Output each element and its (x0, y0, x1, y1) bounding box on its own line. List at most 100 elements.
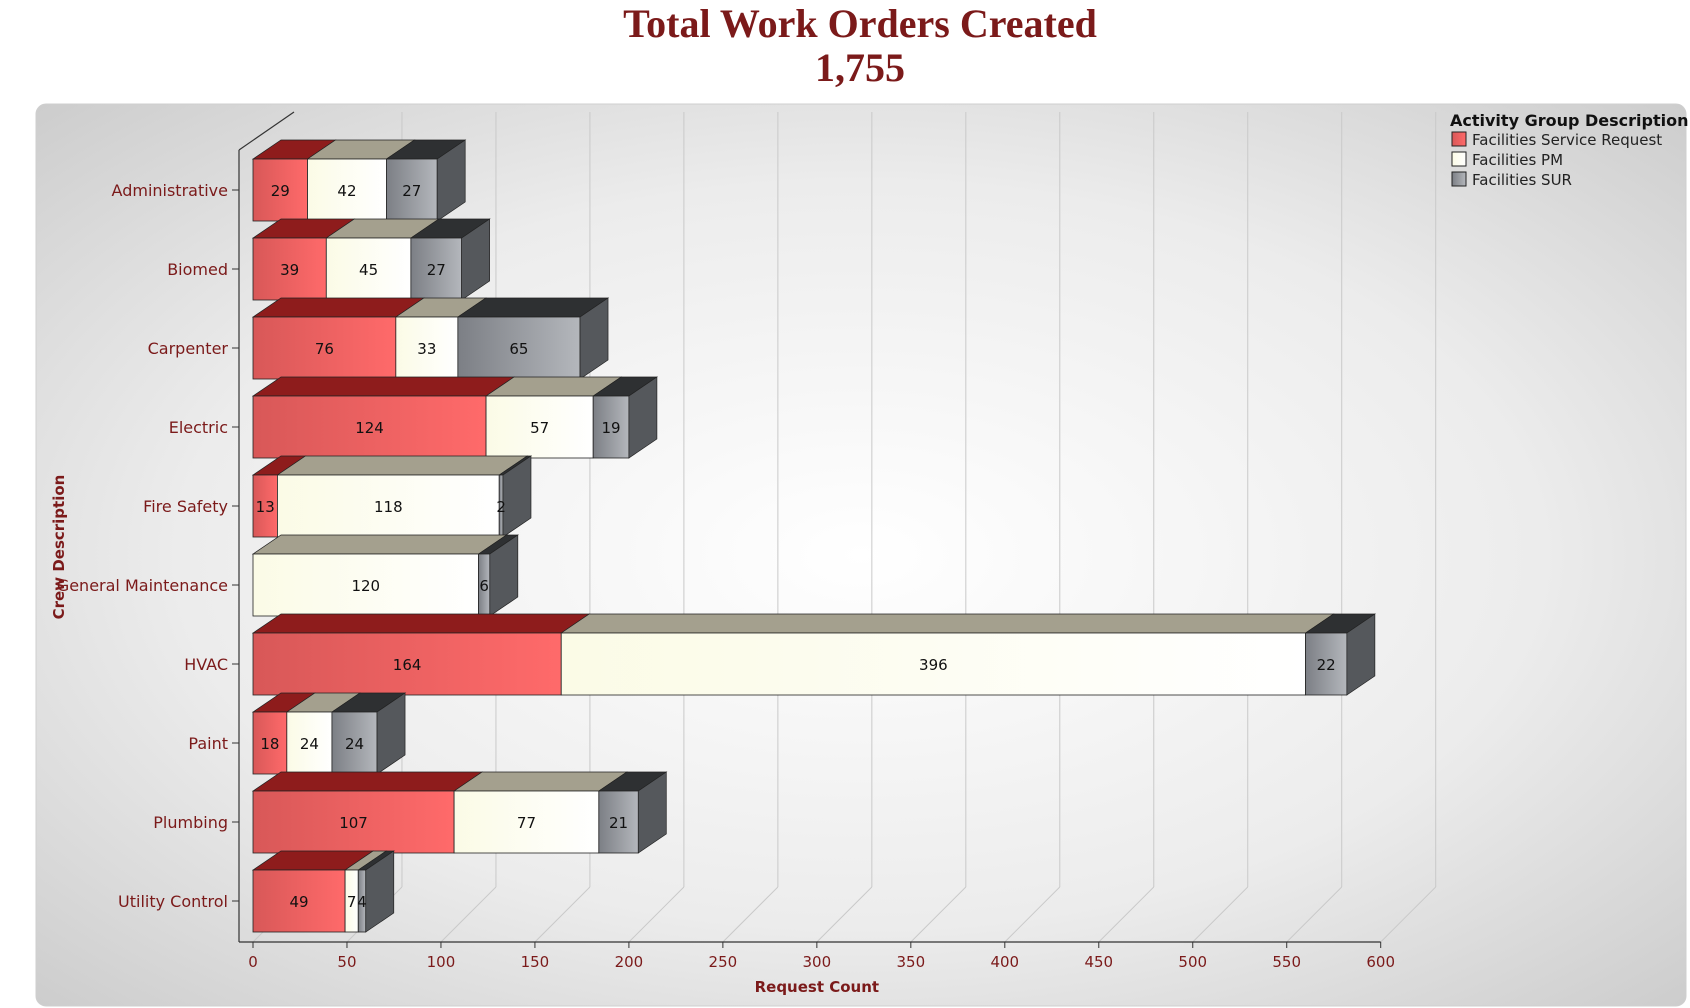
bar-facilities-service-request (252, 632, 562, 696)
x-axis-title: Request Count (755, 978, 879, 996)
legend-label-facilities-pm: Facilities PM (1472, 151, 1563, 169)
gridline-floor (1098, 886, 1155, 943)
bar-facilities-pm (286, 711, 333, 775)
category-label: Fire Safety (143, 497, 228, 516)
data-label: 396 (919, 656, 948, 674)
gridline-floor (1192, 886, 1249, 943)
data-label: 120 (351, 577, 380, 595)
bar-facilities-service-request (252, 790, 455, 854)
x-tick-label: 450 (1084, 953, 1113, 971)
category-label: Biomed (167, 260, 228, 279)
legend-label-facilities-service-request: Facilities Service Request (1472, 131, 1662, 149)
bar-facilities-service-request (252, 237, 327, 301)
gridline-floor (722, 886, 779, 943)
data-label: 39 (280, 261, 299, 279)
bar-facilities-sur (592, 395, 630, 459)
bar-side (461, 218, 490, 301)
gridline-floor (1004, 886, 1061, 943)
data-label: 164 (393, 656, 422, 674)
bar-facilities-pm (325, 237, 412, 301)
category-label: Carpenter (148, 339, 229, 358)
bar-facilities-pm (560, 632, 1306, 696)
data-label: 21 (609, 814, 628, 832)
chart-title: Total Work Orders Created (623, 1, 1097, 46)
data-label: 27 (402, 182, 421, 200)
bar-facilities-sur (331, 711, 378, 775)
x-tick-label: 100 (427, 953, 456, 971)
data-label: 45 (359, 261, 378, 279)
data-label: 76 (315, 340, 334, 358)
x-tick-label: 600 (1366, 953, 1395, 971)
legend-title: Activity Group Description (1450, 111, 1688, 130)
bar-facilities-service-request (252, 474, 278, 538)
legend-swatch-facilities-pm (1451, 151, 1467, 167)
bar-side (579, 297, 609, 380)
data-label: 107 (339, 814, 368, 832)
chart-total: 1,755 (815, 45, 905, 90)
x-tick-label: 550 (1272, 953, 1301, 971)
y-axis-depth-line (238, 111, 295, 151)
gridline-floor (534, 886, 591, 943)
category-label: Electric (169, 418, 228, 437)
data-label: 57 (530, 419, 549, 437)
bar-side (628, 376, 658, 459)
gridline-floor (628, 886, 685, 943)
data-label: 18 (260, 735, 279, 753)
data-label: 33 (417, 340, 436, 358)
category-label: Paint (188, 734, 228, 753)
bar-top-facilities-pm (276, 455, 529, 476)
bar-side (1346, 613, 1376, 696)
data-label: 2 (496, 498, 506, 516)
bar-side (365, 850, 395, 933)
bar-facilities-pm (485, 395, 594, 459)
data-label: 29 (271, 182, 290, 200)
bar-top-facilities-pm (560, 613, 1335, 634)
bar-facilities-service-request (252, 316, 397, 380)
bar-top-facilities-pm (251, 534, 508, 555)
gridline-floor (910, 886, 967, 943)
category-label: Plumbing (153, 813, 228, 832)
data-label: 42 (337, 182, 356, 200)
data-label: 7 (347, 893, 357, 911)
data-label: 19 (601, 419, 620, 437)
gridline-floor (1380, 886, 1437, 943)
x-tick-label: 200 (615, 953, 644, 971)
bar-top-facilities-service-request (251, 297, 425, 318)
bar-top-facilities-pm (452, 771, 628, 792)
category-label: Utility Control (118, 892, 228, 911)
x-tick-label: 300 (803, 953, 832, 971)
category-label: General Maintenance (57, 576, 228, 595)
gridline-floor (816, 886, 873, 943)
bar-facilities-sur (598, 790, 639, 854)
data-label: 65 (509, 340, 528, 358)
gridline-floor (1286, 886, 1343, 943)
data-label: 22 (1317, 656, 1336, 674)
bar-side (637, 771, 667, 854)
x-tick-label: 500 (1178, 953, 1207, 971)
gridline-floor (440, 886, 497, 943)
bar-top-facilities-service-request (251, 376, 516, 397)
data-label: 24 (300, 735, 319, 753)
x-tick-label: 50 (337, 953, 356, 971)
data-label: 27 (427, 261, 446, 279)
x-tick-label: 0 (248, 953, 258, 971)
bar-top-facilities-service-request (251, 613, 591, 634)
legend-swatch-facilities-service-request (1451, 131, 1467, 147)
bar-side (502, 455, 532, 538)
data-label: 77 (517, 814, 536, 832)
bar-facilities-sur (1305, 632, 1348, 696)
data-label: 118 (374, 498, 403, 516)
y-axis-title: Crew Description (50, 475, 68, 620)
bar-side (489, 534, 519, 617)
bar-facilities-sur (386, 158, 438, 222)
legend-swatch-facilities-sur (1451, 171, 1467, 187)
data-label: 124 (355, 419, 384, 437)
x-tick-label: 150 (521, 953, 550, 971)
bar-facilities-service-request (252, 869, 346, 933)
x-tick-label: 400 (990, 953, 1019, 971)
category-label: HVAC (184, 655, 228, 674)
category-label: Administrative (112, 181, 228, 200)
bar-facilities-sur (410, 237, 463, 301)
